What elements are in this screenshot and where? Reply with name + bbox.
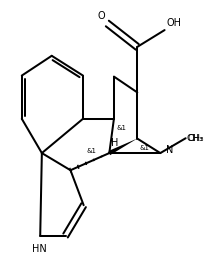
Text: HN: HN: [32, 244, 46, 255]
Text: N: N: [166, 145, 173, 155]
Text: CH₃: CH₃: [188, 134, 204, 143]
Text: &1: &1: [87, 148, 97, 154]
Text: H: H: [111, 138, 119, 148]
Text: CH₃: CH₃: [187, 134, 203, 143]
Text: O: O: [98, 11, 105, 21]
Polygon shape: [109, 139, 137, 155]
Text: &1: &1: [116, 125, 126, 131]
Text: &1: &1: [139, 145, 149, 151]
Text: OH: OH: [167, 18, 182, 27]
